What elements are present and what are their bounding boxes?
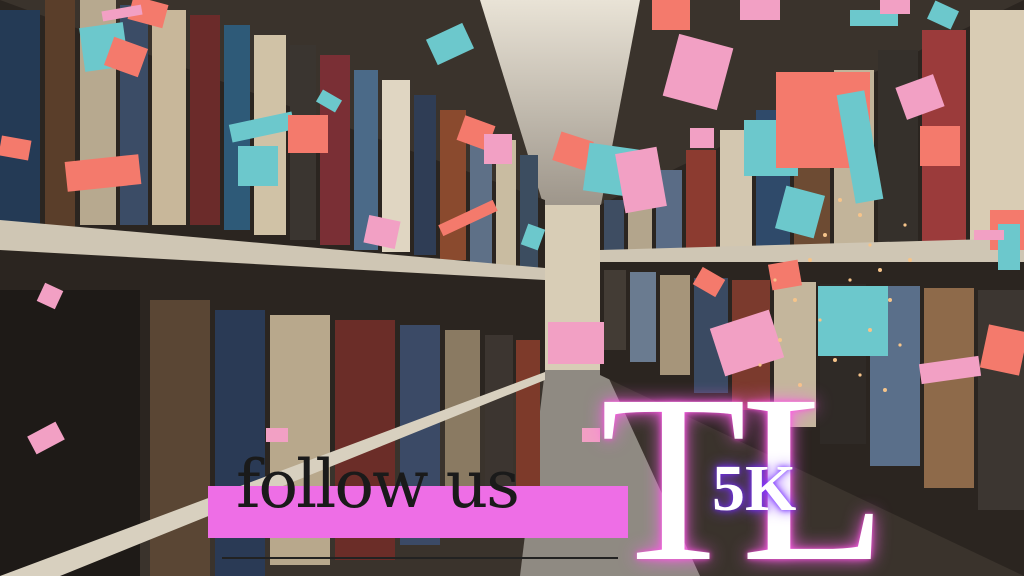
follow-underline: [222, 557, 618, 559]
left-bookshelf: [0, 0, 545, 576]
confetti: [0, 0, 1024, 455]
sparkle-burst: [758, 198, 912, 392]
right-bookshelf: [600, 0, 1024, 576]
milestone-badge: 5K: [712, 452, 797, 525]
brand-letters: TL: [600, 345, 887, 576]
follow-us-label: follow us: [236, 446, 520, 523]
follow-banner: [208, 486, 628, 538]
